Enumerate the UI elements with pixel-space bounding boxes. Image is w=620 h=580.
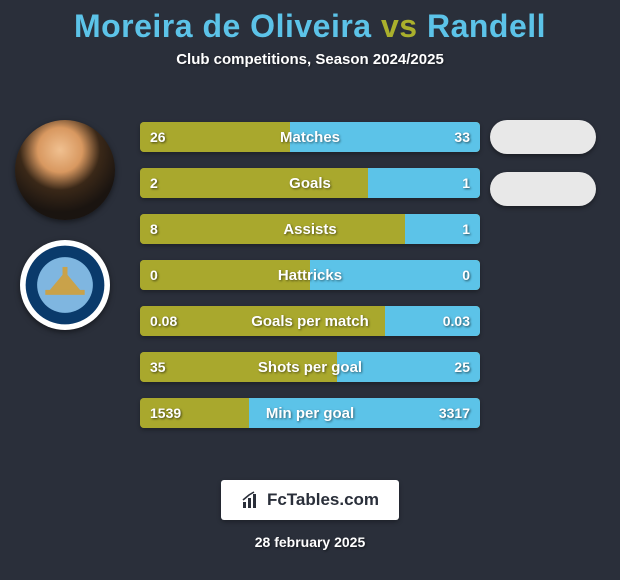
stat-bar-left xyxy=(140,214,405,244)
stat-value-left: 8 xyxy=(140,214,168,244)
stat-value-right: 0 xyxy=(452,260,480,290)
stat-value-right: 1 xyxy=(452,214,480,244)
player1-avatar xyxy=(15,120,115,220)
brand-box[interactable]: FcTables.com xyxy=(221,480,399,520)
stat-value-left: 26 xyxy=(140,122,176,152)
footer: FcTables.com 28 february 2025 xyxy=(0,480,620,550)
stat-value-left: 1539 xyxy=(140,398,191,428)
stat-value-right: 1 xyxy=(452,168,480,198)
stat-value-right: 0.03 xyxy=(433,306,480,336)
club2-badge-placeholder xyxy=(490,172,596,206)
stat-row: Matches2633 xyxy=(140,122,480,152)
stat-row: Assists81 xyxy=(140,214,480,244)
subtitle: Club competitions, Season 2024/2025 xyxy=(0,51,620,68)
stat-row: Shots per goal3525 xyxy=(140,352,480,382)
player1-name: Moreira de Oliveira xyxy=(74,8,372,44)
stat-value-right: 25 xyxy=(444,352,480,382)
stat-row: Goals per match0.080.03 xyxy=(140,306,480,336)
footer-date: 28 february 2025 xyxy=(0,534,620,550)
club-badge xyxy=(20,240,110,330)
club-badge-icon xyxy=(24,244,106,326)
right-column xyxy=(490,120,600,224)
stat-value-left: 0.08 xyxy=(140,306,187,336)
stat-value-left: 35 xyxy=(140,352,176,382)
brand-text: FcTables.com xyxy=(267,490,379,510)
chart-icon xyxy=(241,490,261,510)
stats-bars: Matches2633Goals21Assists81Hattricks00Go… xyxy=(140,122,480,444)
vs-text: vs xyxy=(381,8,418,44)
stat-bar-left xyxy=(140,168,368,198)
stat-row: Min per goal15393317 xyxy=(140,398,480,428)
page-title: Moreira de Oliveira vs Randell xyxy=(0,8,620,45)
stat-value-right: 33 xyxy=(444,122,480,152)
stat-value-left: 0 xyxy=(140,260,168,290)
left-column xyxy=(10,120,120,330)
player2-name: Randell xyxy=(427,8,546,44)
stat-value-right: 3317 xyxy=(429,398,480,428)
header: Moreira de Oliveira vs Randell Club comp… xyxy=(0,0,620,68)
stat-value-left: 2 xyxy=(140,168,168,198)
player2-avatar-placeholder xyxy=(490,120,596,154)
stat-row: Goals21 xyxy=(140,168,480,198)
stat-row: Hattricks00 xyxy=(140,260,480,290)
